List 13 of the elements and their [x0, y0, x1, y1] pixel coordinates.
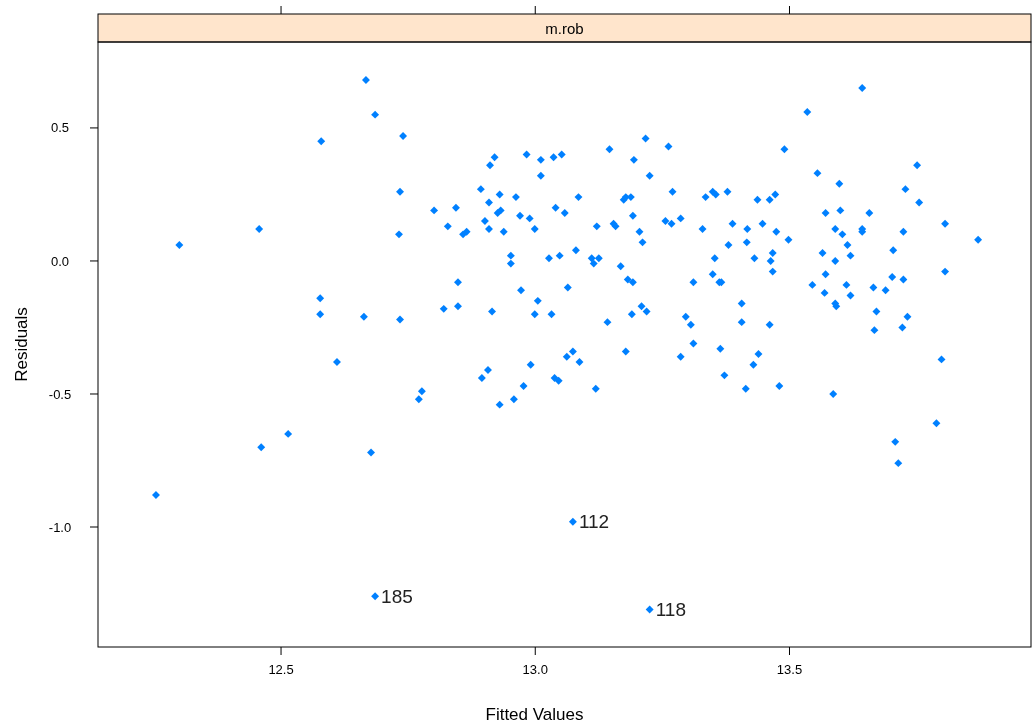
y-axis-title: Residuals [12, 307, 31, 382]
y-tick-label: 0.5 [50, 120, 70, 136]
annotation: 118 [655, 599, 686, 621]
x-axis-title: Fitted Values [485, 705, 584, 724]
y-tick-label: -0.5 [48, 386, 72, 402]
y-tick-label: 0.0 [50, 253, 70, 269]
annotation: 112 [578, 511, 610, 533]
x-tick-label: 13.5 [776, 662, 803, 677]
y-tick-label: -1.0 [48, 519, 72, 535]
x-tick-label: 12.5 [268, 662, 294, 677]
annotation: 185 [381, 585, 413, 607]
x-tick-label: 13.0 [522, 662, 548, 677]
chart-title: m.rob [545, 20, 584, 37]
